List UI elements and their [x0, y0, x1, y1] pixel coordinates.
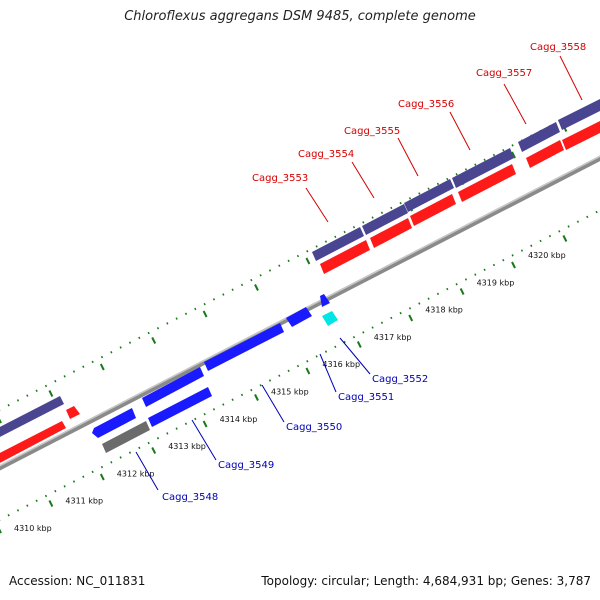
tick-label: 4312 kbp — [117, 469, 155, 478]
minus-label-leaders — [135, 337, 371, 491]
gene-arrow[interactable] — [404, 179, 454, 212]
gene-arrow[interactable] — [410, 194, 456, 226]
gene-arrow[interactable] — [92, 408, 136, 438]
tick-labels: 4310 kbp 4311 kbp 4312 kbp 4313 kbp 4314 kbp… — [14, 251, 566, 533]
topology-summary: Topology: circular; Length: 4,684,931 bp… — [261, 574, 591, 588]
gene-arrow[interactable] — [0, 396, 64, 440]
major-tick — [99, 473, 105, 481]
gene-arrow[interactable] — [452, 148, 514, 188]
major-tick — [305, 367, 311, 375]
major-tick — [151, 447, 157, 454]
major-tick — [48, 390, 54, 397]
gene-label[interactable]: Cagg_3557 — [476, 68, 532, 79]
tick-label: 4317 kbp — [374, 333, 412, 342]
major-tick — [254, 394, 259, 401]
gene-arrow[interactable] — [102, 421, 150, 453]
plus-label-leaders — [305, 55, 583, 223]
major-tick — [408, 314, 414, 322]
gene-label[interactable]: Cagg_3555 — [344, 126, 400, 137]
major-tick — [254, 284, 259, 291]
gene-arrow[interactable] — [370, 218, 412, 248]
tick-label: 4319 kbp — [477, 278, 515, 287]
gene-labels: Cagg_3553 Cagg_3554 Cagg_3555 Cagg_3556 … — [162, 42, 586, 503]
major-tick — [562, 235, 568, 242]
gene-arrow[interactable] — [320, 240, 370, 274]
gene-label[interactable]: Cagg_3550 — [286, 422, 342, 433]
gene-arrow[interactable] — [458, 164, 516, 202]
major-tick — [202, 420, 208, 428]
tick-label: 4314 kbp — [220, 415, 258, 424]
major-tick — [356, 341, 362, 348]
major-tick — [459, 288, 465, 295]
gene-arrow[interactable] — [320, 294, 330, 307]
major-tick — [511, 151, 516, 159]
gene-label[interactable]: Cagg_3554 — [298, 149, 354, 160]
tick-label: 4310 kbp — [14, 524, 52, 533]
major-tick — [99, 363, 105, 371]
accession-text: Accession: NC_011831 — [9, 574, 146, 588]
tick-label: 4316 kbp — [322, 360, 360, 369]
gene-arrow[interactable] — [148, 387, 212, 427]
gene-label[interactable]: Cagg_3558 — [530, 42, 586, 53]
gene-label[interactable]: Cagg_3548 — [162, 492, 218, 503]
tick-label: 4315 kbp — [271, 388, 309, 397]
gene-arrow[interactable] — [0, 421, 66, 466]
major-tick — [305, 257, 311, 265]
gene-arrow[interactable] — [204, 323, 284, 371]
gene-arrow[interactable] — [362, 204, 408, 235]
minus-strand-genes — [92, 294, 338, 453]
minus-strand-tick-line — [0, 209, 600, 521]
plus-strand-genes — [0, 94, 600, 466]
tick-label: 4320 kbp — [528, 251, 566, 260]
gene-arrow[interactable] — [558, 94, 600, 130]
map-title: Chloroflexus aggregans DSM 9485, complet… — [124, 9, 476, 24]
gene-label[interactable]: Cagg_3551 — [338, 392, 394, 403]
major-tick — [202, 310, 208, 318]
major-tick — [0, 528, 2, 534]
tick-label: 4313 kbp — [168, 442, 206, 451]
gene-label[interactable]: Cagg_3556 — [398, 99, 454, 110]
major-tick — [0, 418, 2, 424]
gene-label[interactable]: Cagg_3552 — [372, 374, 428, 385]
major-tick — [48, 500, 54, 507]
gene-arrow[interactable] — [526, 140, 564, 168]
gene-label[interactable]: Cagg_3553 — [252, 173, 308, 184]
major-tick — [511, 261, 516, 269]
gene-label[interactable]: Cagg_3549 — [218, 460, 274, 471]
gene-arrow[interactable] — [312, 227, 364, 261]
gene-arrow[interactable] — [66, 406, 80, 419]
gene-arrow[interactable] — [142, 367, 204, 407]
plus-strand-tick-line — [0, 99, 600, 411]
gene-arrow[interactable] — [286, 307, 312, 327]
tick-label: 4318 kbp — [425, 306, 463, 315]
rna-gene[interactable] — [322, 311, 338, 326]
major-tick — [151, 337, 157, 344]
tick-label: 4311 kbp — [65, 497, 103, 506]
gene-arrow[interactable] — [562, 116, 600, 150]
gene-arrow[interactable] — [518, 122, 560, 152]
